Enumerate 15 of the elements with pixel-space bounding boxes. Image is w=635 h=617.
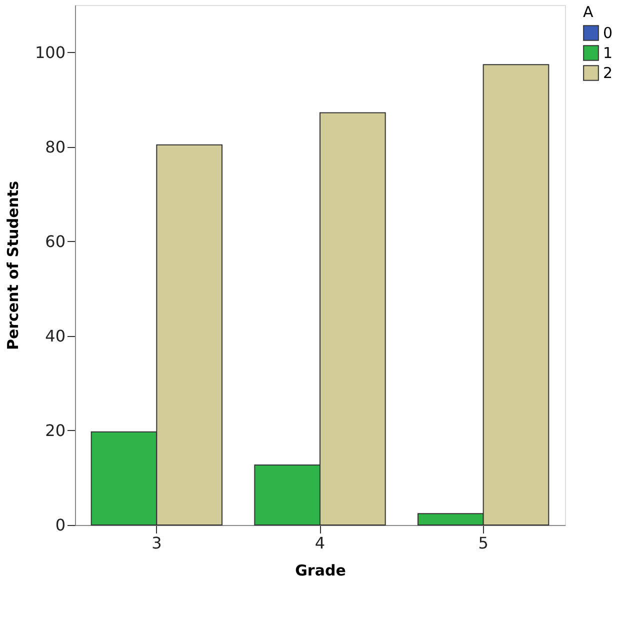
y-axis-title: Percent of Students (4, 180, 22, 350)
x-axis-title: Grade (295, 562, 346, 580)
y-tick-label: 60 (45, 232, 66, 251)
y-tick-label: 20 (45, 420, 66, 440)
x-tick-label: 3 (152, 534, 162, 552)
y-tick-label: 100 (34, 42, 66, 62)
x-tick-label: 5 (478, 534, 488, 552)
y-tick-label: 40 (45, 326, 66, 346)
y-tick-label: 0 (55, 516, 66, 534)
legend-label: 1 (603, 44, 613, 62)
x-tick-label: 4 (314, 534, 326, 552)
legend-label: 2 (603, 64, 613, 82)
legend-title: A (583, 3, 594, 21)
y-tick-label: 80 (45, 137, 66, 156)
legend-label: 0 (603, 24, 613, 42)
